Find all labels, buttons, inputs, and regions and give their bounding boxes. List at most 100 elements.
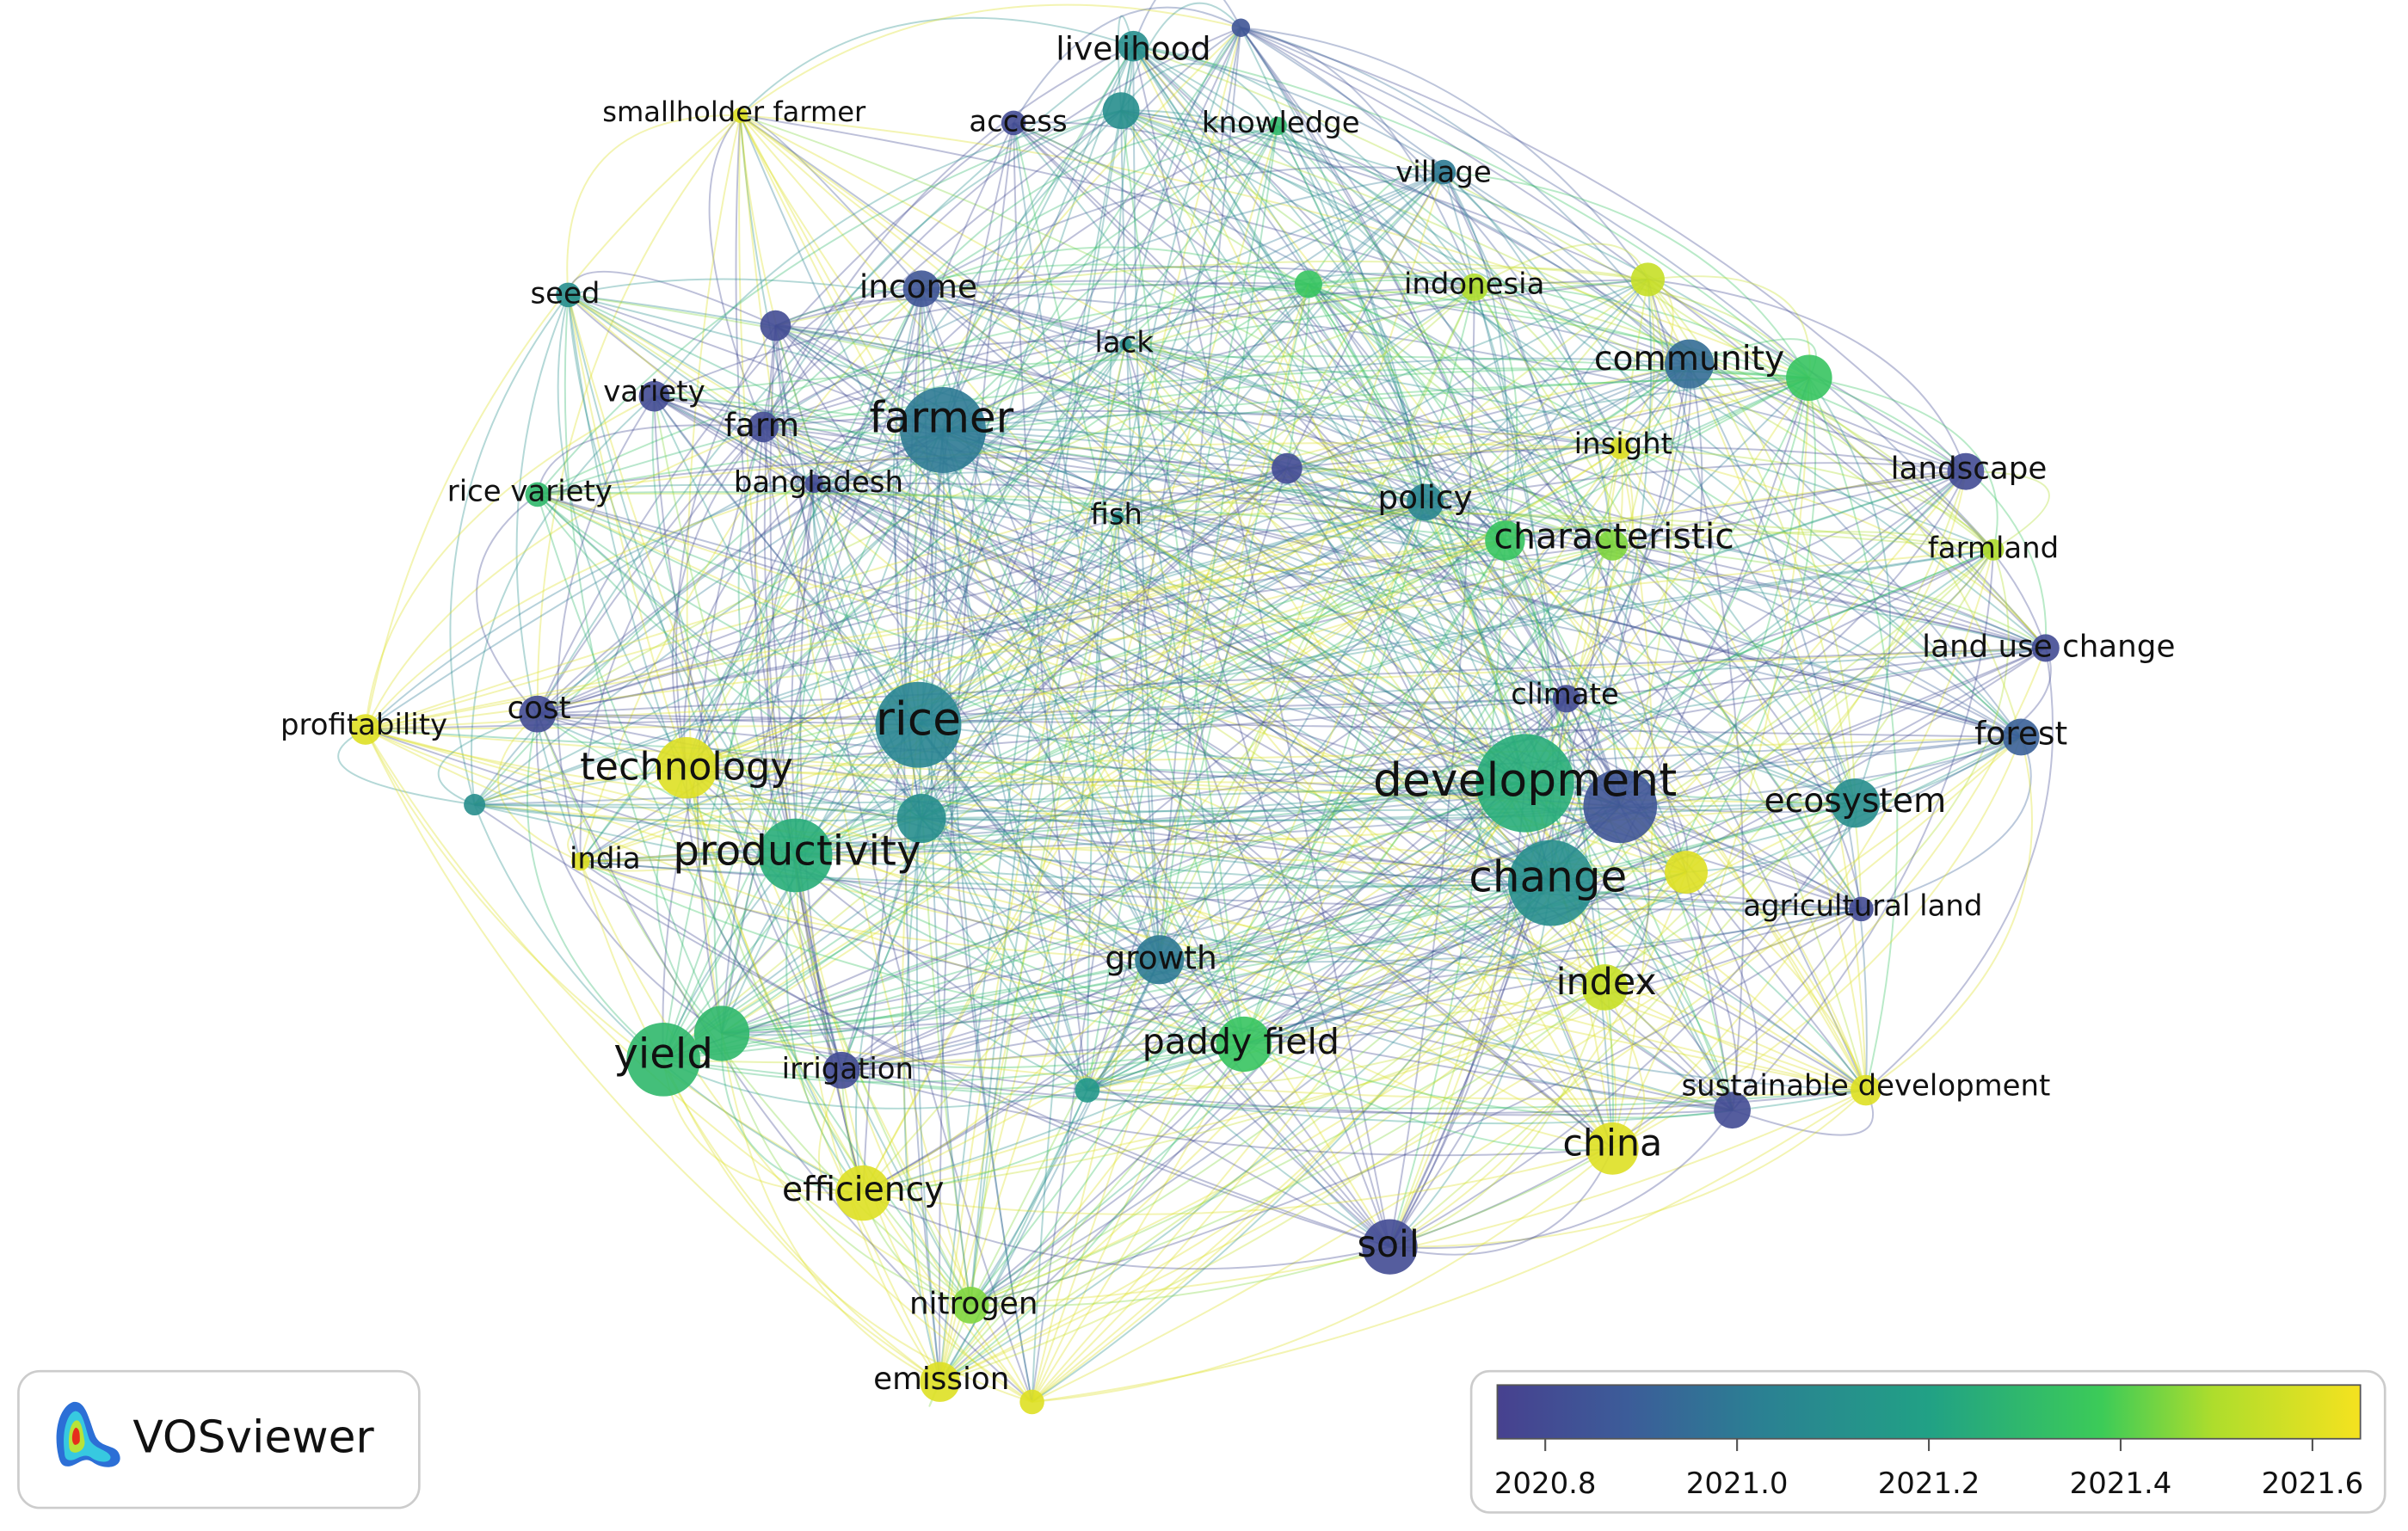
edge [1243,908,1862,1045]
edge [1132,0,1242,47]
edge [1619,805,1738,1110]
edge [474,803,1390,1248]
edge [653,395,1605,988]
edge [1389,987,1606,1248]
edge [1685,378,1817,873]
edge [921,470,1967,820]
edge [515,294,582,862]
edge [1443,171,1810,378]
edge [970,539,1506,1307]
edge [1619,363,1703,807]
node-label: soil [1358,1223,1420,1266]
edge [1086,46,1135,1091]
edge [1118,377,1809,519]
edge [580,860,1245,1045]
edge [841,549,1994,1072]
edge [1118,489,1426,519]
edge [921,539,1506,820]
edge [537,467,1288,716]
node [1475,734,1574,833]
edge [775,263,1309,327]
edge [1158,126,1279,960]
edge [763,426,1506,542]
edge [527,713,664,1061]
edge [921,287,1856,804]
edge [1031,377,1810,1403]
edge [739,114,1161,961]
edge [917,724,1161,961]
edge [942,429,1161,961]
node-label: smallholder farmer [602,95,866,128]
node-label: insight [1574,427,1672,460]
edge [567,294,797,856]
edge [1566,647,2046,700]
edge [476,494,539,715]
edge [739,114,1552,884]
edge [686,698,1567,769]
edge [1565,448,1634,699]
edge [1389,1147,1614,1256]
edge [740,114,1613,546]
edge [921,802,1856,822]
edge [1424,501,1867,1091]
edge [580,805,1621,863]
edge [1120,110,1614,1149]
edge [663,986,1605,1064]
edge [721,882,1552,1035]
node [1597,529,1629,561]
edge [841,1043,1245,1090]
edge [939,122,1015,1382]
edge [536,424,764,495]
edge [674,325,777,768]
edge [568,293,1567,700]
edge [1031,540,1506,1403]
edge [580,539,1506,863]
edge [942,429,1088,1091]
edge [708,114,765,427]
node-label: irrigation [782,1052,914,1085]
edge [1133,45,1994,550]
edge [1286,467,1526,784]
node [464,794,486,816]
edge [1389,1110,1734,1249]
edge [1124,343,1614,1149]
node [896,794,946,844]
edge [685,429,944,768]
edge [942,412,1621,450]
edge [762,171,1444,428]
node [1849,896,1874,922]
edge [918,363,1690,726]
edge [921,544,1613,820]
edge [970,959,1161,1307]
edge [918,377,1810,726]
edge [721,1032,1733,1116]
edge [721,363,1691,1035]
edge [774,324,1552,884]
edge [1389,364,1691,1248]
edge [917,724,1088,1091]
edge [364,395,655,730]
edge [1808,377,1891,804]
edge [1117,27,1242,518]
edge [686,171,1444,769]
edge [917,286,1475,726]
edge [1474,286,1994,550]
node [1947,452,1985,490]
logo-icon [56,1401,120,1467]
edge [841,363,1691,1072]
edge [568,293,2022,738]
node-label: seed [530,276,600,310]
edge [686,544,1613,769]
edge [474,803,922,822]
edge [580,782,1525,863]
edge [762,427,922,820]
edge [537,470,1967,716]
edge [1120,2,1242,111]
node [519,695,557,733]
edge [939,1090,1088,1383]
edge [537,494,1605,988]
edge [579,288,922,862]
edge [1243,1043,1733,1119]
node-label: forest [1974,715,2067,753]
edge [365,483,815,730]
